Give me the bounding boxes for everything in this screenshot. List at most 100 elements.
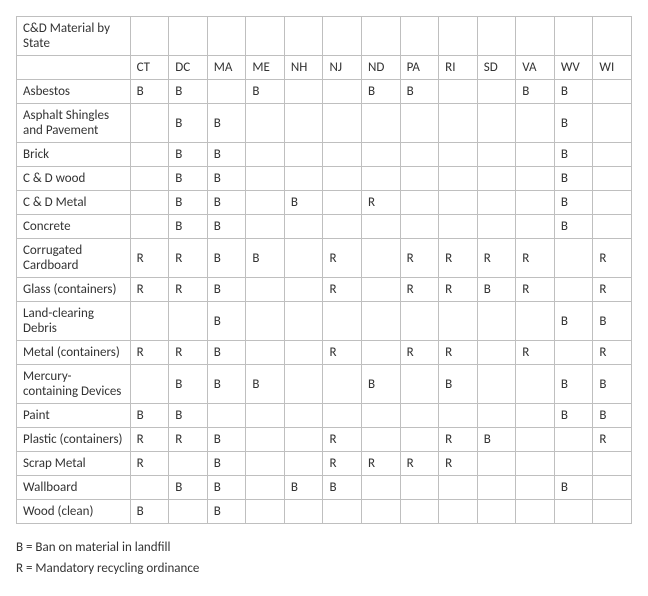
- cell: B: [554, 167, 593, 191]
- cell: R: [593, 428, 632, 452]
- cell: [400, 476, 439, 500]
- legend: B = Ban on material in landfill R = Mand…: [16, 538, 632, 580]
- cell: R: [400, 239, 439, 278]
- cell: [246, 452, 285, 476]
- state-header: CT: [130, 56, 169, 80]
- row-label: Wallboard: [17, 476, 131, 500]
- row-label: Plastic (containers): [17, 428, 131, 452]
- state-header: ND: [362, 56, 401, 80]
- blank-head: [593, 17, 632, 56]
- cell: R: [439, 452, 478, 476]
- row-label: Asbestos: [17, 80, 131, 104]
- cell: [477, 476, 516, 500]
- state-header: VA: [516, 56, 555, 80]
- cell: R: [362, 191, 401, 215]
- cell: [207, 404, 246, 428]
- cell: B: [554, 191, 593, 215]
- state-header: WV: [554, 56, 593, 80]
- cell: [477, 143, 516, 167]
- cell: R: [169, 239, 208, 278]
- cell: [130, 191, 169, 215]
- cell: [246, 428, 285, 452]
- cell: [246, 143, 285, 167]
- cell: B: [516, 80, 555, 104]
- cell: [246, 104, 285, 143]
- corner-label: C&D Material by State: [17, 17, 131, 56]
- cell: [246, 404, 285, 428]
- cell: [362, 404, 401, 428]
- cell: B: [207, 104, 246, 143]
- cell: B: [169, 143, 208, 167]
- cell: [439, 167, 478, 191]
- cell: B: [207, 167, 246, 191]
- cell: B: [554, 80, 593, 104]
- cell: [284, 404, 323, 428]
- row-label: Mercury-containing Devices: [17, 365, 131, 404]
- cell: B: [439, 365, 478, 404]
- cell: [593, 143, 632, 167]
- cell: [477, 404, 516, 428]
- blank-head: [17, 56, 131, 80]
- cell: B: [554, 104, 593, 143]
- cell: [284, 341, 323, 365]
- cell: [477, 500, 516, 524]
- blank-head: [400, 17, 439, 56]
- cell: B: [554, 215, 593, 239]
- table-head: C&D Material by State CTDCMAMENHNJNDPARI…: [17, 17, 632, 80]
- cell: [400, 104, 439, 143]
- cell: [516, 452, 555, 476]
- cd-material-table: C&D Material by State CTDCMAMENHNJNDPARI…: [16, 16, 632, 524]
- cell: B: [323, 476, 362, 500]
- state-header: WI: [593, 56, 632, 80]
- blank-head: [554, 17, 593, 56]
- cell: B: [284, 476, 323, 500]
- cell: B: [169, 104, 208, 143]
- blank-head: [516, 17, 555, 56]
- cell: R: [593, 278, 632, 302]
- cell: B: [593, 302, 632, 341]
- table-body: AsbestosBBBBBBBAsphalt Shingles and Pave…: [17, 80, 632, 524]
- state-header: NH: [284, 56, 323, 80]
- cell: R: [323, 278, 362, 302]
- cell: R: [323, 428, 362, 452]
- table-row: Corrugated CardboardRRBBRRRRRR: [17, 239, 632, 278]
- cell: R: [439, 239, 478, 278]
- cell: B: [207, 365, 246, 404]
- cell: B: [169, 476, 208, 500]
- row-label: Scrap Metal: [17, 452, 131, 476]
- cell: [439, 80, 478, 104]
- cell: [323, 500, 362, 524]
- cell: [439, 191, 478, 215]
- cell: [130, 476, 169, 500]
- cell: R: [169, 428, 208, 452]
- table-row: Glass (containers)RRBRRRBRR: [17, 278, 632, 302]
- cell: B: [207, 302, 246, 341]
- blank-head: [169, 17, 208, 56]
- cell: B: [169, 365, 208, 404]
- state-header: PA: [400, 56, 439, 80]
- cell: B: [477, 278, 516, 302]
- cell: [323, 365, 362, 404]
- cell: B: [207, 278, 246, 302]
- cell: B: [207, 239, 246, 278]
- cell: [439, 476, 478, 500]
- cell: R: [516, 278, 555, 302]
- cell: [400, 428, 439, 452]
- cell: [400, 215, 439, 239]
- legend-b: B = Ban on material in landfill: [16, 538, 632, 559]
- cell: [284, 215, 323, 239]
- cell: B: [593, 365, 632, 404]
- cell: [477, 302, 516, 341]
- cell: [400, 365, 439, 404]
- table-row: C & D woodBBB: [17, 167, 632, 191]
- cell: B: [207, 215, 246, 239]
- cell: B: [207, 191, 246, 215]
- cell: [593, 476, 632, 500]
- cell: R: [477, 239, 516, 278]
- cell: R: [130, 239, 169, 278]
- cell: [400, 191, 439, 215]
- cell: [362, 302, 401, 341]
- blank-head: [284, 17, 323, 56]
- cell: B: [169, 191, 208, 215]
- cell: [284, 452, 323, 476]
